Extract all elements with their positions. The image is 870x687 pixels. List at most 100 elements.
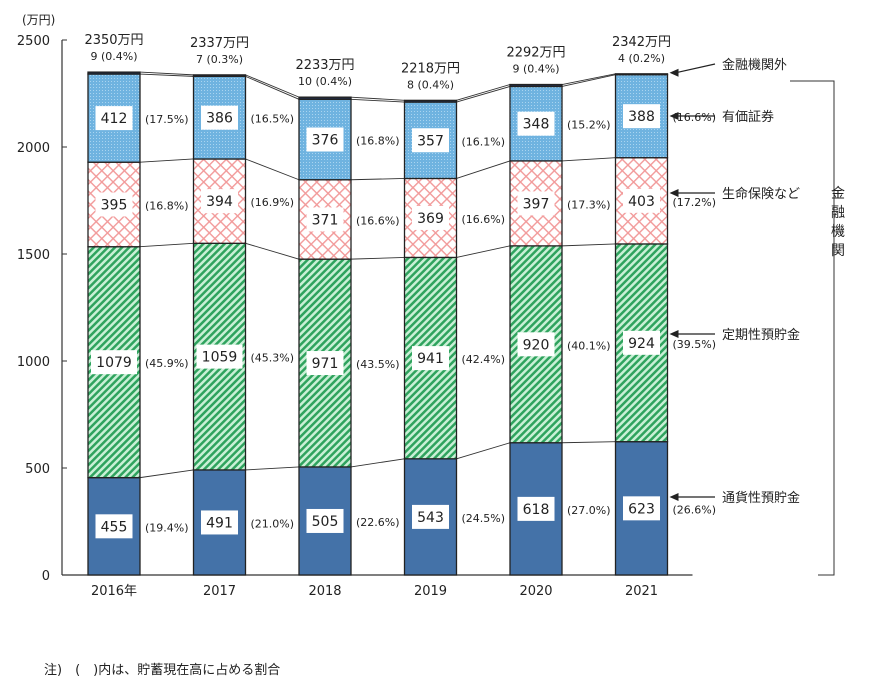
value-label-box bbox=[517, 332, 555, 357]
y-tick-label: 0 bbox=[42, 569, 50, 584]
value-label-box bbox=[623, 104, 660, 129]
value-label-box bbox=[306, 351, 344, 376]
value-label-box bbox=[517, 191, 555, 216]
bar-segment bbox=[403, 99, 458, 103]
value-label-box bbox=[412, 205, 449, 230]
x-tick-label: 2016年 bbox=[91, 584, 137, 599]
small-value-label: 8 (0.4%) bbox=[407, 78, 454, 91]
percent-label: (40.1%) bbox=[567, 339, 611, 352]
y-axis-unit: (万円) bbox=[22, 13, 55, 27]
value-label-box bbox=[201, 105, 238, 130]
value-label: 941 bbox=[417, 351, 444, 367]
connector-line bbox=[456, 86, 511, 103]
value-label: 1059 bbox=[202, 350, 238, 366]
value-label: 397 bbox=[523, 196, 550, 212]
value-label-box bbox=[95, 192, 133, 217]
percent-label: (16.8%) bbox=[356, 135, 400, 148]
value-label: 394 bbox=[206, 194, 233, 210]
bracket-label-char: 金 bbox=[831, 186, 845, 202]
bracket bbox=[790, 80, 835, 576]
value-label: 618 bbox=[523, 502, 550, 518]
connector-line bbox=[350, 458, 405, 468]
value-label-box bbox=[201, 189, 238, 214]
total-label: 2292万円 bbox=[506, 46, 565, 61]
percent-label: (21.0%) bbox=[251, 517, 295, 530]
connector-line bbox=[245, 75, 300, 100]
connector-line bbox=[456, 245, 511, 258]
value-label-box bbox=[623, 496, 660, 521]
chart-note: 注) ( )内は、貯蓄現在高に占める割合 bbox=[44, 662, 280, 678]
bar-segment bbox=[192, 74, 247, 78]
percent-label: (16.9%) bbox=[251, 196, 295, 209]
arrow-head-icon bbox=[669, 493, 679, 501]
legend-label: 有価証券 bbox=[722, 109, 774, 125]
bar-segment bbox=[509, 83, 563, 88]
y-tick-label: 1000 bbox=[17, 355, 50, 370]
value-label-box bbox=[196, 344, 243, 369]
percent-label: (17.5%) bbox=[145, 113, 189, 126]
connector-line bbox=[245, 242, 300, 260]
connector-line bbox=[350, 178, 405, 181]
legend-arrow bbox=[675, 63, 716, 74]
total-label: 2342万円 bbox=[612, 35, 671, 50]
value-label: 371 bbox=[312, 212, 339, 228]
value-label: 1079 bbox=[96, 355, 132, 371]
small-value-label: 9 (0.4%) bbox=[512, 63, 559, 76]
percent-label: (16.5%) bbox=[251, 113, 295, 126]
y-tick-label: 1500 bbox=[17, 248, 50, 263]
connector-line bbox=[139, 158, 194, 163]
percent-label: (17.2%) bbox=[673, 196, 717, 209]
value-label-box bbox=[306, 127, 344, 152]
bar-segment bbox=[87, 71, 141, 75]
value-label-box bbox=[412, 504, 449, 529]
connector-line bbox=[561, 243, 616, 247]
percent-label: (43.5%) bbox=[356, 358, 400, 371]
percent-label: (19.4%) bbox=[145, 521, 189, 534]
value-label: 623 bbox=[628, 501, 655, 517]
value-label: 412 bbox=[101, 111, 128, 127]
value-label-box bbox=[201, 510, 238, 535]
percent-label: (16.6%) bbox=[356, 214, 400, 227]
small-value-label: 4 (0.2%) bbox=[618, 52, 665, 65]
x-tick-label: 2019 bbox=[414, 584, 447, 599]
connector-line bbox=[139, 242, 194, 248]
x-tick-label: 2020 bbox=[519, 584, 552, 599]
connector-line bbox=[139, 71, 194, 76]
value-label: 543 bbox=[417, 510, 444, 526]
value-label-box bbox=[91, 350, 137, 375]
connector-line bbox=[350, 256, 405, 260]
value-label: 920 bbox=[523, 337, 550, 353]
total-label: 2218万円 bbox=[401, 61, 460, 76]
arrow-head-icon bbox=[669, 68, 679, 77]
value-label: 455 bbox=[101, 519, 128, 535]
value-label: 505 bbox=[312, 514, 339, 530]
percent-label: (16.8%) bbox=[145, 199, 189, 212]
arrow-head-icon bbox=[669, 112, 679, 120]
percent-label: (17.3%) bbox=[567, 198, 611, 211]
value-label-box bbox=[623, 330, 660, 355]
connector-line bbox=[139, 73, 194, 77]
bracket-label-char: 関 bbox=[831, 243, 845, 259]
connector-line bbox=[456, 442, 511, 460]
value-label: 403 bbox=[628, 194, 655, 210]
total-label: 2337万円 bbox=[190, 36, 249, 51]
connector-line bbox=[456, 160, 511, 179]
value-label-box bbox=[306, 508, 344, 533]
value-label-box bbox=[412, 346, 449, 371]
percent-label: (22.6%) bbox=[356, 516, 400, 529]
small-value-label: 10 (0.4%) bbox=[298, 75, 352, 88]
connector-line bbox=[350, 96, 405, 101]
percent-label: (27.0%) bbox=[567, 504, 611, 517]
bar-segment bbox=[614, 73, 669, 76]
connector-line bbox=[561, 73, 616, 85]
y-tick-label: 500 bbox=[25, 462, 50, 477]
value-label: 491 bbox=[206, 515, 233, 531]
bar-segment bbox=[298, 96, 352, 100]
value-label: 357 bbox=[417, 133, 444, 149]
total-label: 2350万円 bbox=[84, 33, 143, 48]
percent-label: (16.1%) bbox=[462, 135, 506, 148]
connector-line bbox=[350, 98, 405, 103]
value-label: 376 bbox=[312, 133, 339, 149]
percent-label: (16.6%) bbox=[462, 213, 506, 226]
